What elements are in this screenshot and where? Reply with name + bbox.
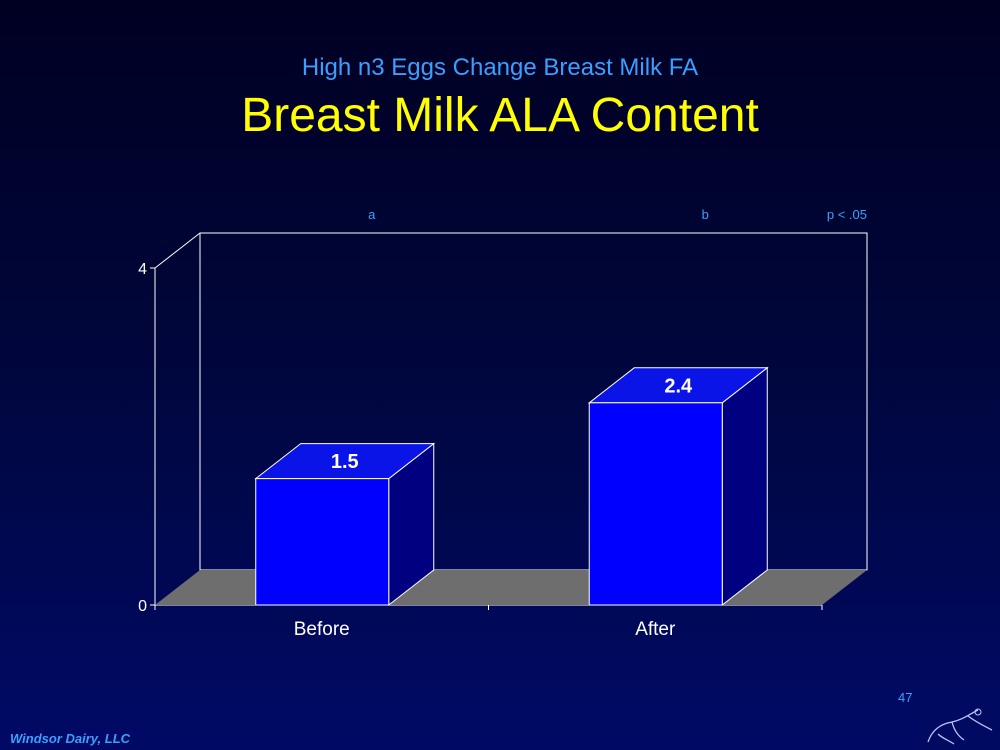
y-tick-label: 0 <box>138 598 147 615</box>
p-value-annotation: p < .05 <box>827 207 867 222</box>
x-tick-label: After <box>635 619 676 640</box>
y-tick-label: 4 <box>138 261 147 278</box>
bar-after <box>587 366 769 607</box>
left-wall-edge <box>154 232 201 269</box>
bar-front-face <box>255 478 390 606</box>
x-tick-label: Before <box>294 619 350 640</box>
page-number: 47 <box>898 690 913 705</box>
slide-title: Breast Milk ALA Content <box>241 89 759 142</box>
bar-before <box>254 442 436 607</box>
cow-logo-icon <box>918 700 1000 750</box>
significance-letter: a <box>368 207 376 222</box>
bar-front-face <box>588 402 723 606</box>
bar-side-face <box>721 366 768 607</box>
slide-subtitle: High n3 Eggs Change Breast Milk FA <box>301 54 699 81</box>
data-label: 1.5 <box>331 451 359 473</box>
significance-letter: b <box>702 207 709 222</box>
footer-company: Windsor Dairy, LLC <box>10 731 131 746</box>
data-label: 2.4 <box>664 375 693 397</box>
